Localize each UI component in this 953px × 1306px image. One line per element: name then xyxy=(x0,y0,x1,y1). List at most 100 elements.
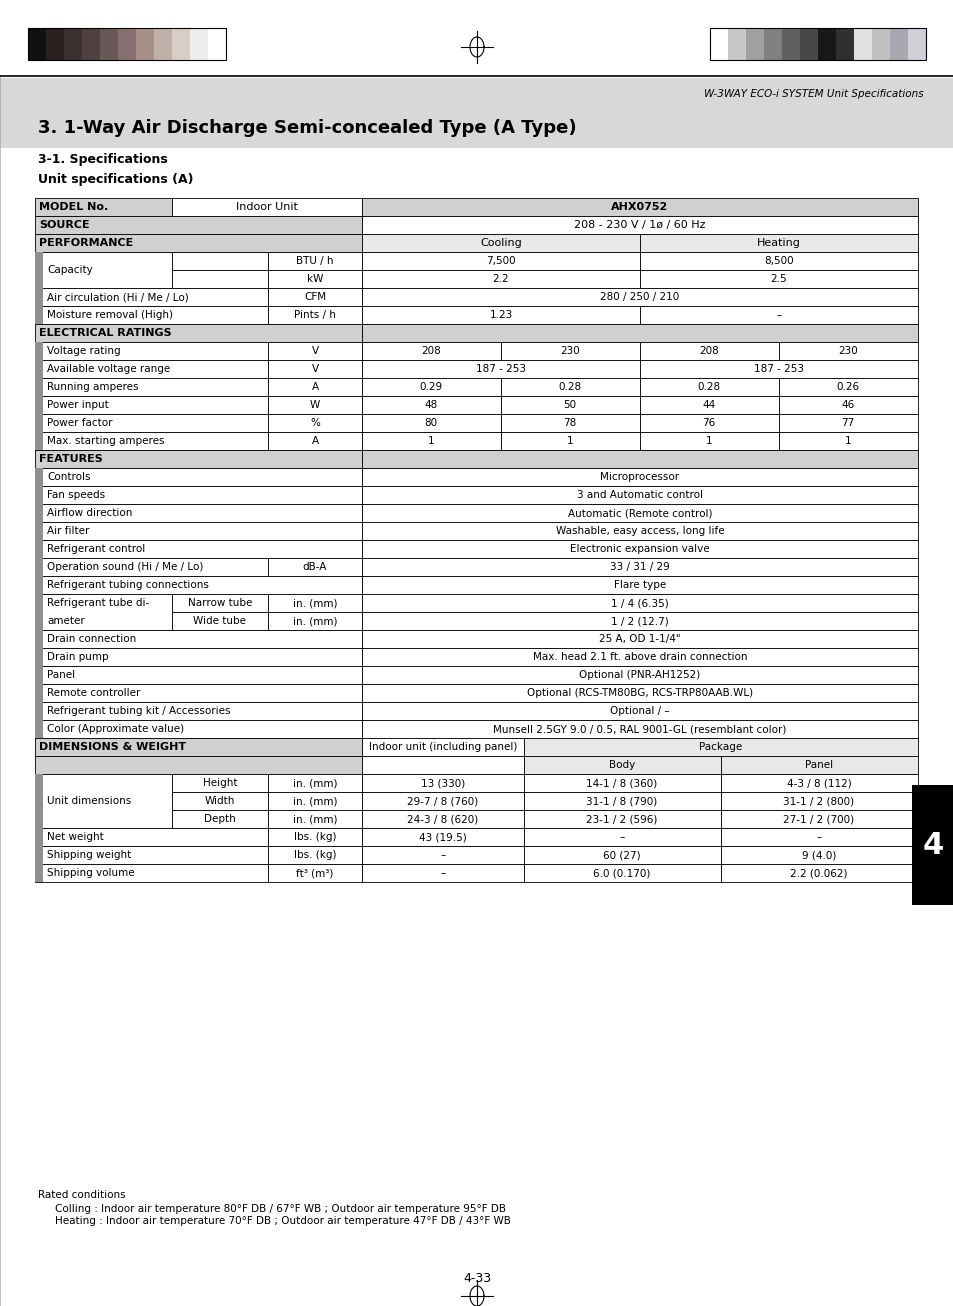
Bar xyxy=(35,846,268,865)
Bar xyxy=(500,432,639,451)
Bar xyxy=(523,756,720,774)
Text: ELECTRICAL RATINGS: ELECTRICAL RATINGS xyxy=(39,328,172,338)
Bar xyxy=(361,324,917,342)
Bar xyxy=(35,306,268,324)
Bar xyxy=(35,558,268,576)
Bar xyxy=(720,791,917,810)
Bar xyxy=(523,865,720,882)
Bar xyxy=(35,414,268,432)
Text: 24-3 / 8 (620): 24-3 / 8 (620) xyxy=(407,814,478,824)
Bar xyxy=(779,377,917,396)
Text: in. (mm): in. (mm) xyxy=(293,778,337,788)
Bar xyxy=(361,270,639,289)
Bar xyxy=(500,396,639,414)
Bar xyxy=(35,504,361,522)
Bar xyxy=(889,27,907,60)
Text: A: A xyxy=(311,381,318,392)
Bar xyxy=(361,451,917,468)
Bar xyxy=(523,846,720,865)
Text: Color (Approximate value): Color (Approximate value) xyxy=(47,724,184,734)
Bar xyxy=(268,828,361,846)
Text: Automatic (Remote control): Automatic (Remote control) xyxy=(567,508,712,518)
Bar xyxy=(268,558,361,576)
Bar xyxy=(361,810,523,828)
Bar xyxy=(779,396,917,414)
Text: 60 (27): 60 (27) xyxy=(602,850,640,859)
Bar xyxy=(172,791,268,810)
Text: Shipping weight: Shipping weight xyxy=(47,850,132,859)
Bar xyxy=(28,27,46,60)
Bar xyxy=(35,576,361,594)
Bar xyxy=(35,234,361,252)
Bar xyxy=(727,27,745,60)
Text: 1.23: 1.23 xyxy=(489,310,512,320)
Text: Heating : Indoor air temperature 70°F DB ; Outdoor air temperature 47°F DB / 43°: Heating : Indoor air temperature 70°F DB… xyxy=(55,1216,511,1226)
Bar xyxy=(763,27,781,60)
Bar xyxy=(361,774,523,791)
Bar xyxy=(361,504,917,522)
Text: kW: kW xyxy=(307,274,323,283)
Bar xyxy=(720,774,917,791)
Bar xyxy=(907,27,925,60)
Text: –: – xyxy=(618,832,624,842)
Bar xyxy=(35,756,361,774)
Text: Refrigerant tubing kit / Accessories: Refrigerant tubing kit / Accessories xyxy=(47,707,231,716)
Bar xyxy=(35,289,268,306)
Text: in. (mm): in. (mm) xyxy=(293,616,337,626)
Bar xyxy=(153,27,172,60)
Text: Air circulation (Hi / Me / Lo): Air circulation (Hi / Me / Lo) xyxy=(47,293,189,302)
Bar xyxy=(361,791,523,810)
Text: 4-33: 4-33 xyxy=(462,1272,491,1285)
Bar xyxy=(268,396,361,414)
Bar xyxy=(361,756,523,774)
Bar xyxy=(639,414,779,432)
Text: 230: 230 xyxy=(838,346,857,357)
Text: lbs. (kg): lbs. (kg) xyxy=(294,850,335,859)
Text: 43 (19.5): 43 (19.5) xyxy=(418,832,466,842)
Bar xyxy=(639,306,917,324)
Bar xyxy=(361,396,500,414)
Bar xyxy=(500,414,639,432)
Bar xyxy=(853,27,871,60)
Text: 8,500: 8,500 xyxy=(763,256,793,266)
Text: Max. starting amperes: Max. starting amperes xyxy=(47,436,164,447)
Bar xyxy=(639,342,779,360)
Text: %: % xyxy=(310,418,319,428)
Bar xyxy=(35,468,361,486)
Bar xyxy=(523,828,720,846)
Text: Munsell 2.5GY 9.0 / 0.5, RAL 9001-GL (resemblant color): Munsell 2.5GY 9.0 / 0.5, RAL 9001-GL (re… xyxy=(493,724,786,734)
Text: Controls: Controls xyxy=(47,471,91,482)
Bar xyxy=(208,27,226,60)
Bar xyxy=(361,289,917,306)
Text: 25 A, OD 1-1/4": 25 A, OD 1-1/4" xyxy=(598,633,680,644)
Text: BTU / h: BTU / h xyxy=(296,256,334,266)
Text: Washable, easy access, long life: Washable, easy access, long life xyxy=(555,526,723,535)
Text: AHX0752: AHX0752 xyxy=(611,202,668,212)
Bar xyxy=(268,810,361,828)
Text: Narrow tube: Narrow tube xyxy=(188,598,252,609)
Bar xyxy=(35,774,172,828)
Text: 48: 48 xyxy=(424,400,437,410)
Bar xyxy=(639,377,779,396)
Bar xyxy=(639,432,779,451)
Text: SOURCE: SOURCE xyxy=(39,219,90,230)
Text: Shipping volume: Shipping volume xyxy=(47,868,134,878)
Text: 77: 77 xyxy=(841,418,854,428)
Bar xyxy=(100,27,118,60)
Text: DIMENSIONS & WEIGHT: DIMENSIONS & WEIGHT xyxy=(39,742,186,752)
Bar xyxy=(0,18,953,76)
Bar xyxy=(35,360,268,377)
Text: Fan speeds: Fan speeds xyxy=(47,490,105,500)
Bar xyxy=(35,684,361,703)
Bar xyxy=(35,199,172,215)
Text: Capacity: Capacity xyxy=(47,265,92,276)
Bar xyxy=(35,252,172,289)
Bar xyxy=(361,342,500,360)
Text: Refrigerant control: Refrigerant control xyxy=(47,545,145,554)
Text: 0.28: 0.28 xyxy=(697,381,720,392)
Text: Heating: Heating xyxy=(757,238,801,248)
Bar xyxy=(361,468,917,486)
Text: Airflow direction: Airflow direction xyxy=(47,508,132,518)
Text: –: – xyxy=(440,850,445,859)
Text: 14-1 / 8 (360): 14-1 / 8 (360) xyxy=(586,778,657,788)
